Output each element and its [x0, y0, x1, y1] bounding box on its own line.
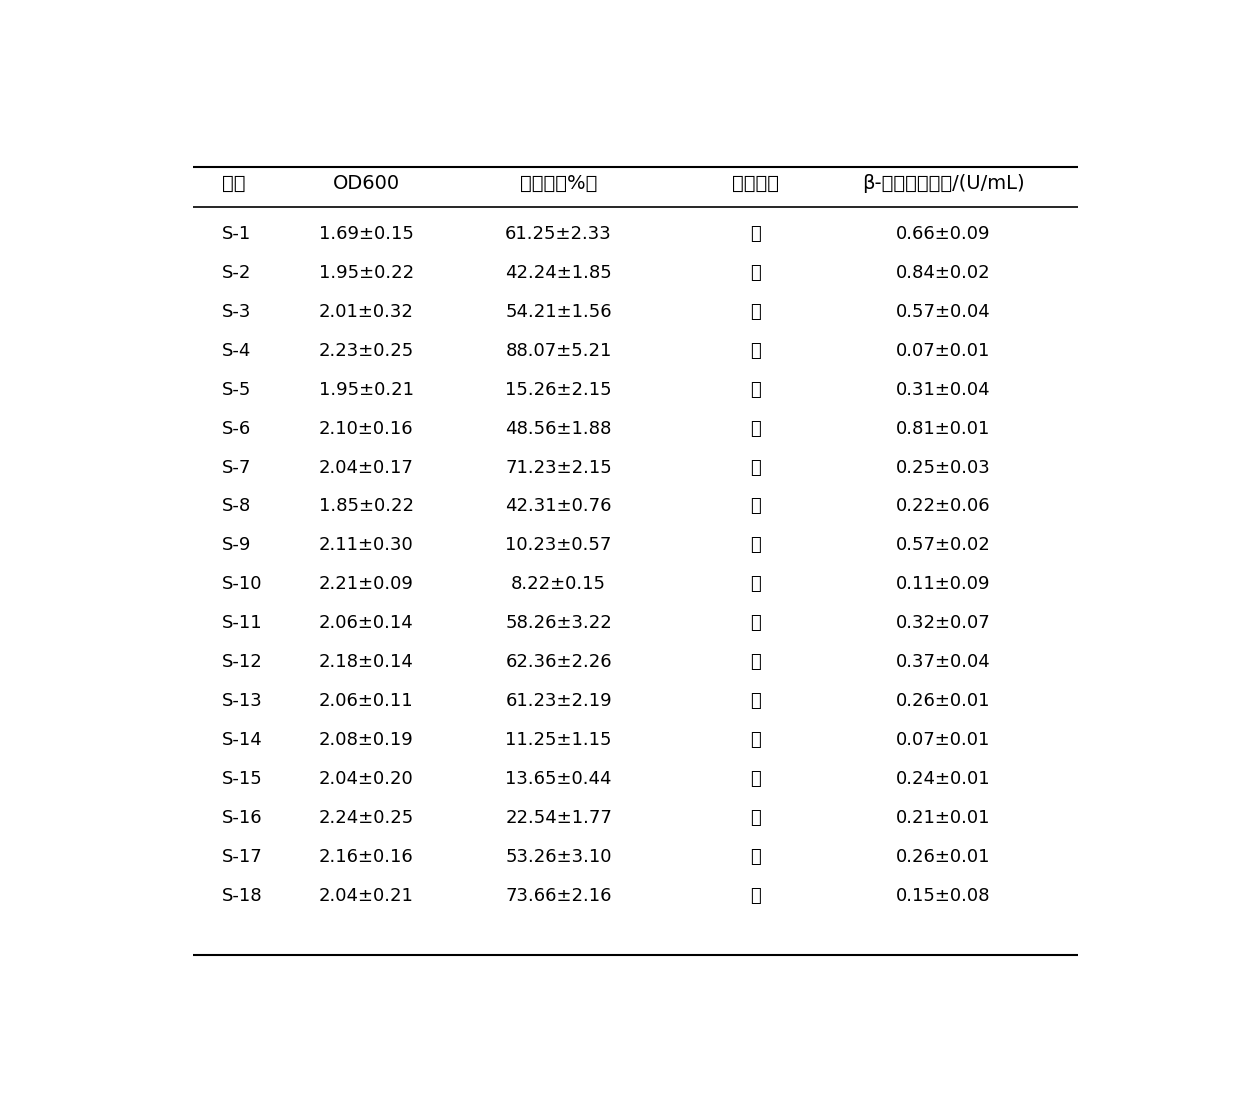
Text: 2.21±0.09: 2.21±0.09	[319, 575, 414, 593]
Text: 有: 有	[750, 575, 761, 593]
Text: 1.69±0.15: 1.69±0.15	[319, 225, 414, 243]
Text: S-18: S-18	[222, 886, 263, 905]
Text: 无: 无	[750, 303, 761, 321]
Text: 有: 有	[750, 536, 761, 555]
Text: 0.26±0.01: 0.26±0.01	[895, 848, 991, 865]
Text: 0.57±0.02: 0.57±0.02	[895, 536, 991, 555]
Text: S-8: S-8	[222, 498, 252, 515]
Text: 62.36±2.26: 62.36±2.26	[506, 653, 611, 671]
Text: 61.25±2.33: 61.25±2.33	[505, 225, 613, 243]
Text: S-9: S-9	[222, 536, 252, 555]
Text: 54.21±1.56: 54.21±1.56	[506, 303, 611, 321]
Text: 42.24±1.85: 42.24±1.85	[505, 264, 613, 282]
Text: S-11: S-11	[222, 614, 263, 632]
Text: 2.01±0.32: 2.01±0.32	[319, 303, 414, 321]
Text: 1.85±0.22: 1.85±0.22	[319, 498, 414, 515]
Text: 13.65±0.44: 13.65±0.44	[506, 770, 611, 788]
Text: 2.23±0.25: 2.23±0.25	[319, 341, 414, 360]
Text: 无: 无	[750, 420, 761, 438]
Text: 0.66±0.09: 0.66±0.09	[895, 225, 991, 243]
Text: 15.26±2.15: 15.26±2.15	[506, 381, 611, 398]
Text: 2.11±0.30: 2.11±0.30	[319, 536, 414, 555]
Text: 0.21±0.01: 0.21±0.01	[895, 808, 991, 827]
Text: 0.07±0.01: 0.07±0.01	[895, 731, 991, 749]
Text: 0.15±0.08: 0.15±0.08	[895, 886, 991, 905]
Text: S-17: S-17	[222, 848, 263, 865]
Text: S-14: S-14	[222, 731, 263, 749]
Text: 88.07±5.21: 88.07±5.21	[506, 341, 611, 360]
Text: 1.95±0.21: 1.95±0.21	[319, 381, 414, 398]
Text: 有: 有	[750, 381, 761, 398]
Text: S-4: S-4	[222, 341, 252, 360]
Text: S-6: S-6	[222, 420, 252, 438]
Text: 无: 无	[750, 886, 761, 905]
Text: 0.37±0.04: 0.37±0.04	[895, 653, 991, 671]
Text: 无: 无	[750, 341, 761, 360]
Text: 2.06±0.14: 2.06±0.14	[319, 614, 414, 632]
Text: 0.11±0.09: 0.11±0.09	[895, 575, 991, 593]
Text: 2.04±0.17: 2.04±0.17	[319, 458, 414, 477]
Text: S-2: S-2	[222, 264, 252, 282]
Text: 无: 无	[750, 693, 761, 710]
Text: 10.23±0.57: 10.23±0.57	[506, 536, 611, 555]
Text: 0.84±0.02: 0.84±0.02	[895, 264, 991, 282]
Text: OD600: OD600	[332, 174, 401, 193]
Text: 8.22±0.15: 8.22±0.15	[511, 575, 606, 593]
Text: β-葡糖苷酶活力/(U/mL): β-葡糖苷酶活力/(U/mL)	[862, 174, 1024, 193]
Text: 产膜现象: 产膜现象	[732, 174, 779, 193]
Text: 0.81±0.01: 0.81±0.01	[895, 420, 991, 438]
Text: 0.57±0.04: 0.57±0.04	[895, 303, 991, 321]
Text: 无: 无	[750, 848, 761, 865]
Text: 0.32±0.07: 0.32±0.07	[895, 614, 991, 632]
Text: S-7: S-7	[222, 458, 252, 477]
Text: 无: 无	[750, 225, 761, 243]
Text: S-16: S-16	[222, 808, 263, 827]
Text: 48.56±1.88: 48.56±1.88	[506, 420, 611, 438]
Text: 71.23±2.15: 71.23±2.15	[505, 458, 613, 477]
Text: S-13: S-13	[222, 693, 263, 710]
Text: 2.04±0.21: 2.04±0.21	[319, 886, 414, 905]
Text: 1.95±0.22: 1.95±0.22	[319, 264, 414, 282]
Text: 0.25±0.03: 0.25±0.03	[895, 458, 991, 477]
Text: 0.26±0.01: 0.26±0.01	[895, 693, 991, 710]
Text: 2.04±0.20: 2.04±0.20	[319, 770, 414, 788]
Text: 菌株: 菌株	[222, 174, 246, 193]
Text: 无: 无	[750, 458, 761, 477]
Text: 0.31±0.04: 0.31±0.04	[895, 381, 991, 398]
Text: S-10: S-10	[222, 575, 263, 593]
Text: 2.18±0.14: 2.18±0.14	[319, 653, 414, 671]
Text: 2.10±0.16: 2.10±0.16	[319, 420, 414, 438]
Text: 2.16±0.16: 2.16±0.16	[319, 848, 414, 865]
Text: S-3: S-3	[222, 303, 252, 321]
Text: 无: 无	[750, 264, 761, 282]
Text: 73.66±2.16: 73.66±2.16	[506, 886, 611, 905]
Text: 58.26±3.22: 58.26±3.22	[505, 614, 613, 632]
Text: 2.06±0.11: 2.06±0.11	[319, 693, 414, 710]
Text: S-12: S-12	[222, 653, 263, 671]
Text: 无: 无	[750, 498, 761, 515]
Text: S-5: S-5	[222, 381, 252, 398]
Text: 0.22±0.06: 0.22±0.06	[895, 498, 991, 515]
Text: 42.31±0.76: 42.31±0.76	[506, 498, 611, 515]
Text: 53.26±3.10: 53.26±3.10	[506, 848, 611, 865]
Text: 0.24±0.01: 0.24±0.01	[895, 770, 991, 788]
Text: 有: 有	[750, 731, 761, 749]
Text: 2.08±0.19: 2.08±0.19	[319, 731, 414, 749]
Text: 无: 无	[750, 614, 761, 632]
Text: 无: 无	[750, 808, 761, 827]
Text: 0.07±0.01: 0.07±0.01	[895, 341, 991, 360]
Text: 有: 有	[750, 770, 761, 788]
Text: 22.54±1.77: 22.54±1.77	[505, 808, 613, 827]
Text: 无: 无	[750, 653, 761, 671]
Text: 絮凝值（%）: 絮凝值（%）	[520, 174, 598, 193]
Text: S-15: S-15	[222, 770, 263, 788]
Text: 61.23±2.19: 61.23±2.19	[506, 693, 611, 710]
Text: S-1: S-1	[222, 225, 252, 243]
Text: 11.25±1.15: 11.25±1.15	[506, 731, 611, 749]
Text: 2.24±0.25: 2.24±0.25	[319, 808, 414, 827]
